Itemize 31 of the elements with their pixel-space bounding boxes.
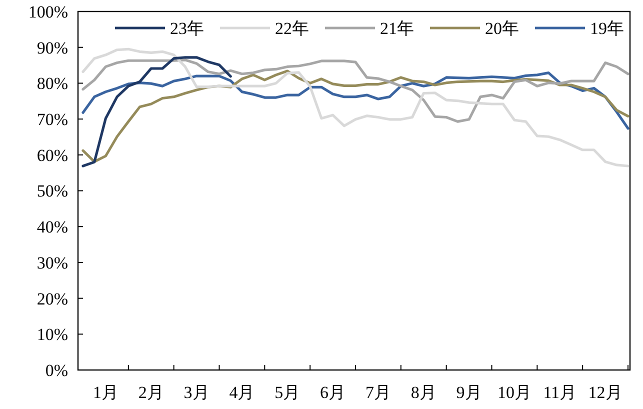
y-tick-label: 100% bbox=[28, 2, 68, 22]
legend-label: 22年 bbox=[275, 18, 309, 38]
y-tick-label: 30% bbox=[36, 253, 68, 272]
x-tick-label: 2月 bbox=[138, 383, 164, 402]
legend-label: 21年 bbox=[380, 18, 414, 38]
y-tick-label: 0% bbox=[45, 360, 68, 380]
line-series bbox=[82, 48, 630, 168]
legend-label: 20年 bbox=[485, 18, 519, 38]
y-tick-label: 40% bbox=[36, 218, 68, 237]
y-tick-label: 20% bbox=[36, 289, 68, 308]
x-tick-label: 6月 bbox=[320, 383, 346, 402]
legend-label: 19年 bbox=[590, 18, 624, 38]
x-tick-label: 10月 bbox=[497, 383, 532, 402]
y-tick-label: 50% bbox=[36, 182, 68, 201]
legend-label: 23年 bbox=[170, 18, 204, 38]
x-tick-label: 1月 bbox=[92, 383, 118, 402]
x-tick-label: 7月 bbox=[365, 383, 391, 402]
y-tick-label: 90% bbox=[36, 38, 68, 58]
y-tick-label: 60% bbox=[36, 146, 68, 165]
x-tick-label: 4月 bbox=[229, 383, 255, 402]
x-tick-label: 11月 bbox=[543, 383, 577, 402]
x-tick-label: 8月 bbox=[410, 383, 436, 402]
y-tick-label: 10% bbox=[36, 325, 68, 344]
line-series bbox=[82, 58, 630, 123]
y-tick-label: 70% bbox=[36, 110, 68, 129]
x-tick-label: 5月 bbox=[274, 383, 300, 402]
y-tick-label: 80% bbox=[36, 74, 68, 94]
line-series bbox=[82, 56, 232, 168]
x-tick-label: 12月 bbox=[588, 383, 622, 402]
x-tick-label: 9月 bbox=[456, 383, 482, 402]
x-tick-label: 3月 bbox=[184, 383, 210, 402]
